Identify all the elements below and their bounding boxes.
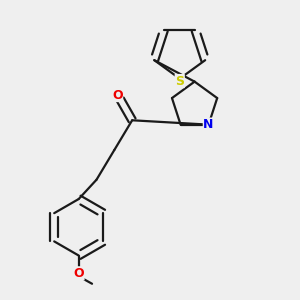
Text: S: S [175, 74, 184, 88]
Text: O: O [112, 88, 123, 101]
Text: O: O [74, 267, 84, 280]
Text: N: N [203, 118, 214, 131]
